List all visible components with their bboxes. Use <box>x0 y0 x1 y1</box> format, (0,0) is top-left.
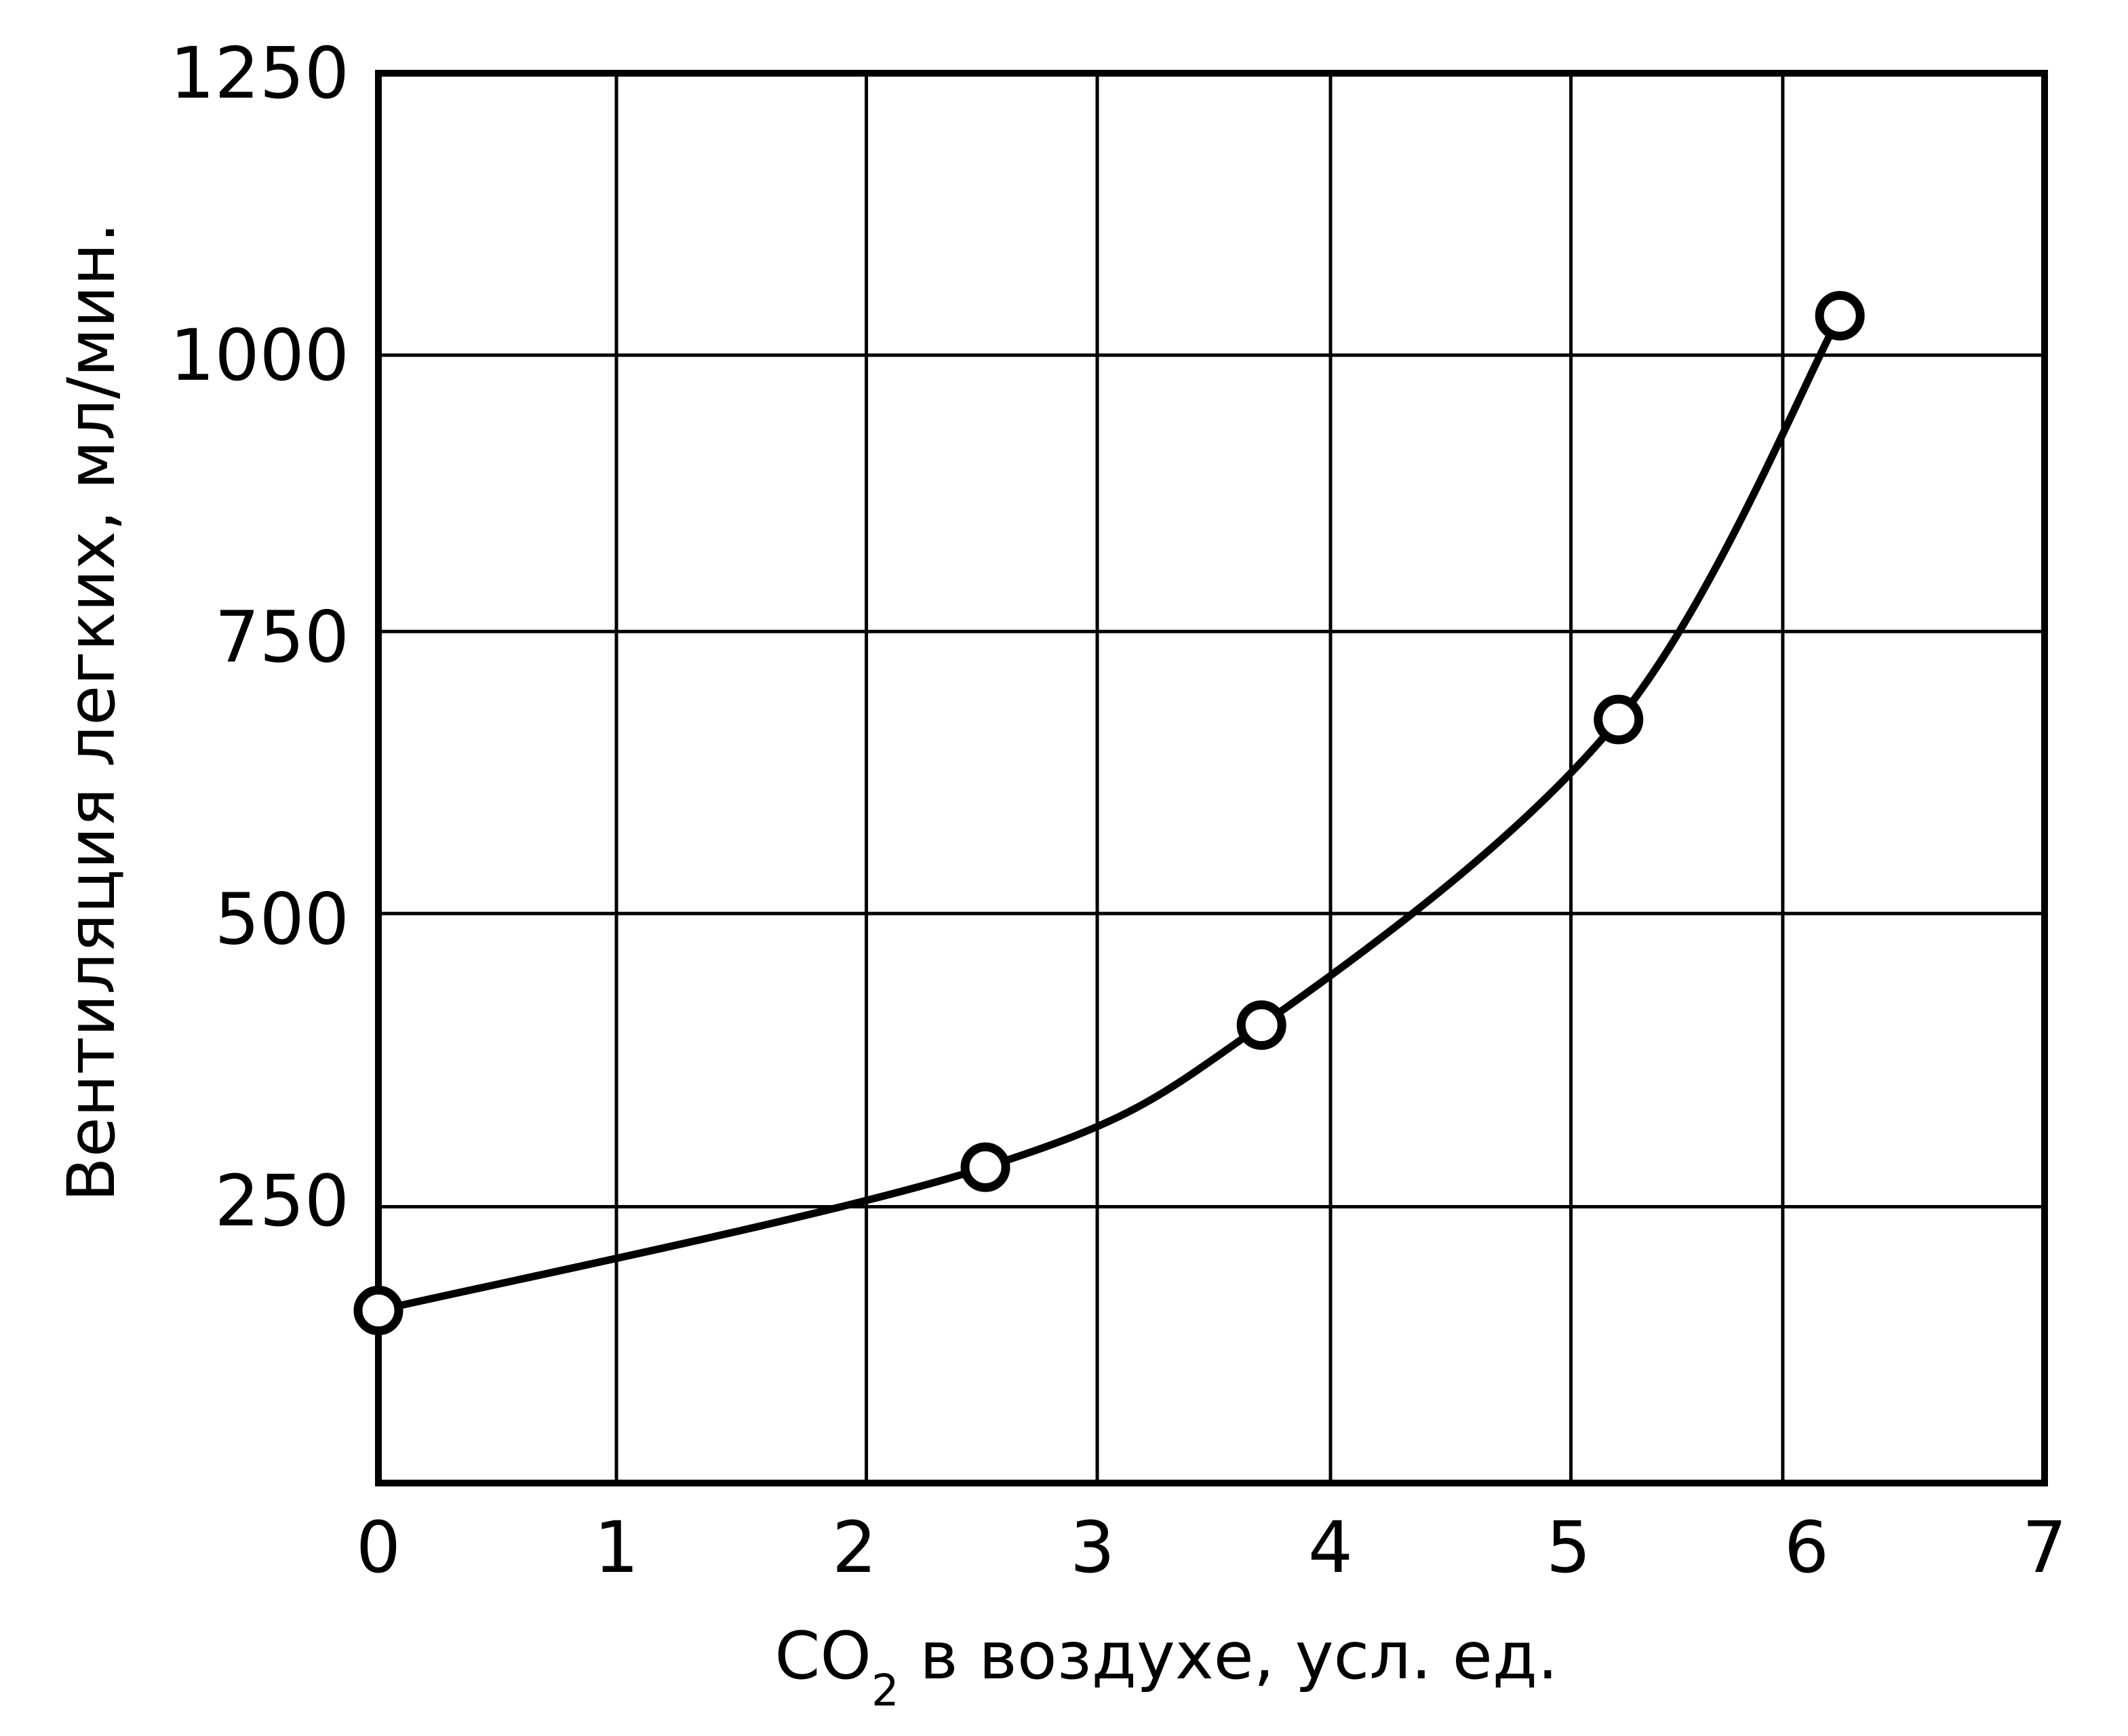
data-point <box>960 1142 1010 1192</box>
x-axis-title-subscript: 2 <box>871 1666 899 1716</box>
y-tick-label: 1250 <box>170 32 349 115</box>
data-point <box>1236 1000 1286 1050</box>
data-markers <box>353 291 1865 1336</box>
x-tick-label: 2 <box>832 1506 877 1589</box>
x-axis-title: CO2 в воздухе, усл. ед. <box>774 1618 1558 1716</box>
data-point <box>1815 291 1865 341</box>
y-tick-label: 250 <box>214 1160 349 1242</box>
data-point <box>353 1286 403 1336</box>
x-tick-label: 5 <box>1546 1506 1591 1589</box>
y-tick-label: 750 <box>214 596 349 679</box>
y-tick-labels: 250 500 750 1000 1250 <box>170 32 349 1242</box>
gridlines <box>378 73 2045 1483</box>
series-line <box>374 312 1844 1315</box>
x-tick-label: 4 <box>1308 1506 1353 1589</box>
x-tick-label: 6 <box>1784 1506 1829 1589</box>
y-axis-title: Вентиляция легких, мл/мин. <box>54 222 130 1202</box>
x-axis-title-main: CO <box>774 1618 871 1694</box>
x-tick-label: 7 <box>2022 1506 2067 1589</box>
x-tick-label: 0 <box>356 1506 401 1589</box>
x-tick-label: 3 <box>1070 1506 1115 1589</box>
x-axis-title-rest: в воздухе, усл. ед. <box>899 1618 1558 1694</box>
y-tick-label: 500 <box>214 877 349 960</box>
y-tick-label: 1000 <box>170 314 349 397</box>
x-tick-labels: 0 1 2 3 4 5 6 7 <box>356 1506 2067 1589</box>
x-tick-label: 1 <box>594 1506 639 1589</box>
plot-frame <box>375 70 2048 1486</box>
data-point <box>1594 694 1644 745</box>
